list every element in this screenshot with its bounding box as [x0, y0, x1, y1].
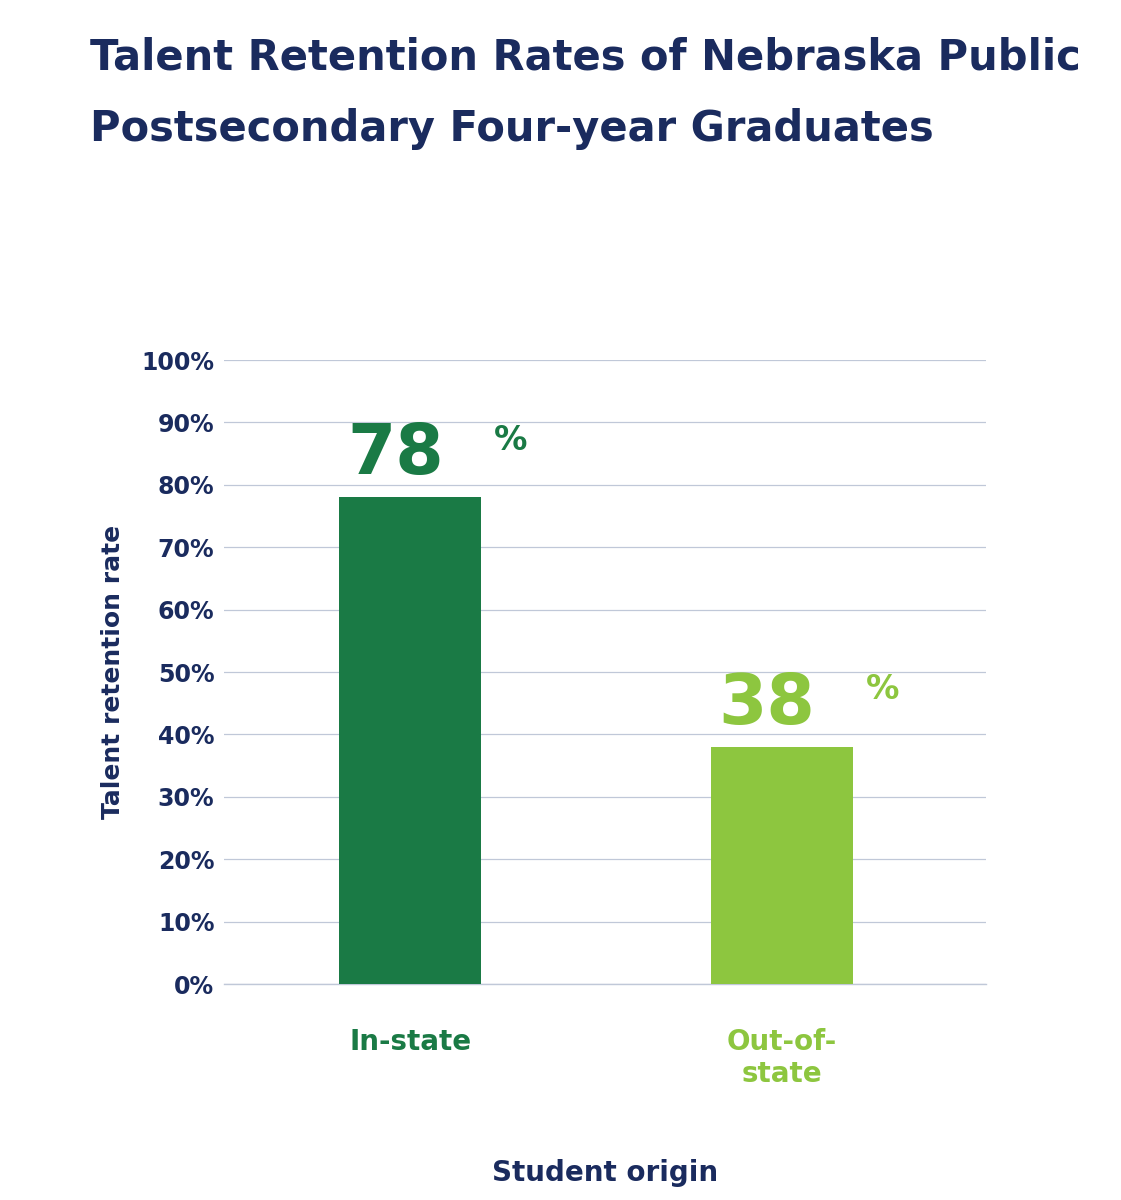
Y-axis label: Talent retention rate: Talent retention rate — [101, 524, 124, 820]
Bar — [340, 497, 481, 984]
Text: Student origin: Student origin — [492, 1159, 719, 1187]
Bar — [712, 746, 853, 984]
Text: %: % — [865, 673, 899, 707]
Text: Talent Retention Rates of Nebraska Public: Talent Retention Rates of Nebraska Publi… — [90, 36, 1081, 78]
Text: Out-of-
state: Out-of- state — [726, 1027, 837, 1088]
Text: 38: 38 — [719, 671, 815, 738]
Text: Postsecondary Four-year Graduates: Postsecondary Four-year Graduates — [90, 108, 934, 150]
Text: In-state: In-state — [349, 1027, 471, 1056]
Text: %: % — [494, 424, 527, 457]
Text: 78: 78 — [346, 421, 444, 488]
